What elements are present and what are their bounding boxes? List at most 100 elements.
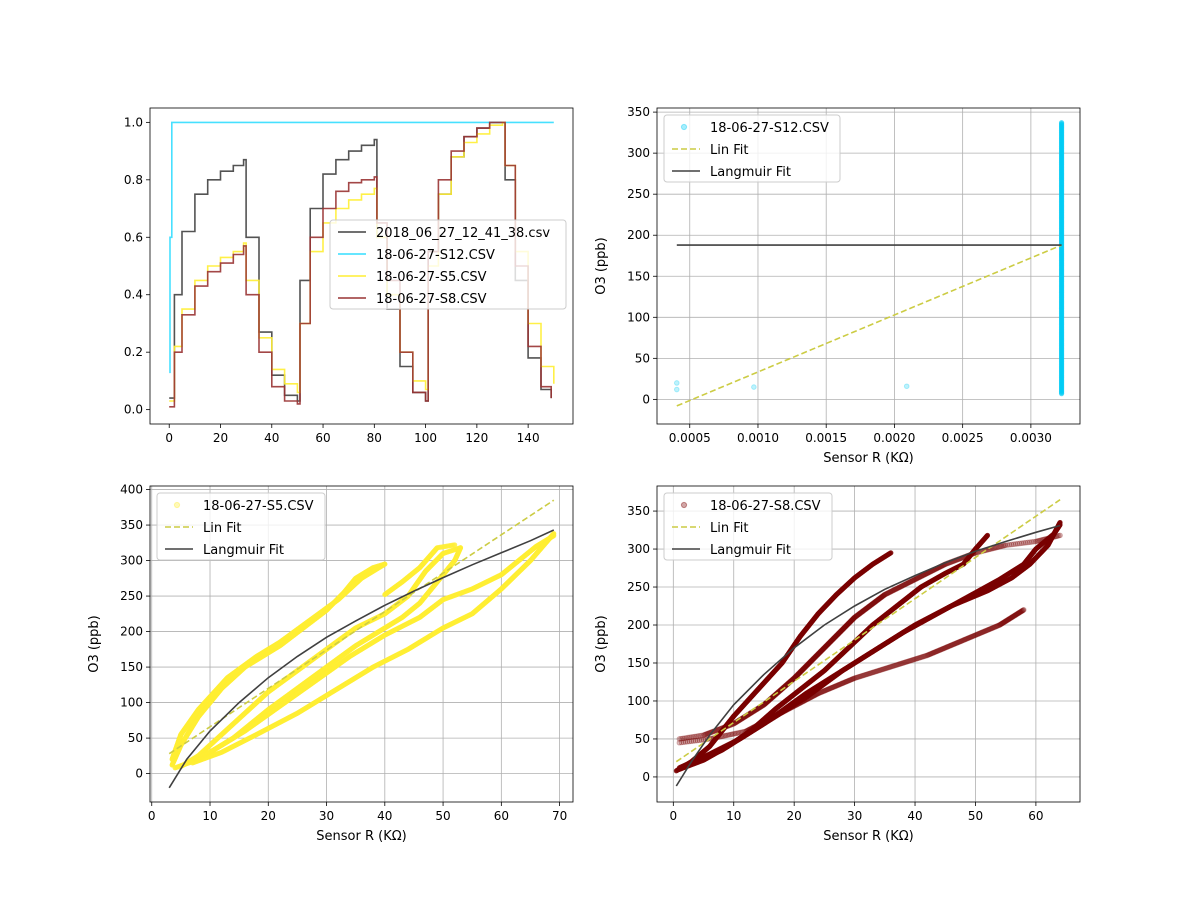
legend: 2018_06_27_12_41_38.csv 18-06-27-S12.CSV 1… bbox=[329, 219, 567, 310]
y-tick-label: 0.6 bbox=[124, 230, 143, 244]
x-tick-label: 70 bbox=[552, 809, 567, 823]
series-line bbox=[169, 121, 552, 408]
legend-frame bbox=[329, 219, 567, 310]
x-tick-label: 20 bbox=[261, 809, 276, 823]
y-tick-label: 100 bbox=[627, 694, 650, 708]
x-tick-label: 0.0025 bbox=[942, 431, 984, 445]
x-tick-label: 140 bbox=[517, 431, 540, 445]
axes-frame bbox=[149, 107, 574, 425]
data-point bbox=[452, 542, 458, 548]
x-tick-label: 50 bbox=[968, 809, 983, 823]
legend: 18-06-27-S5.CSV Lin Fit Langmuir Fit bbox=[156, 492, 326, 561]
y-tick-label: 350 bbox=[627, 504, 650, 518]
y-axis-label: O3 (ppb) bbox=[594, 615, 609, 673]
y-tick-label: 50 bbox=[128, 731, 143, 745]
data-trace bbox=[169, 561, 388, 762]
data-trace bbox=[169, 561, 388, 768]
x-tick-label: 20 bbox=[787, 809, 802, 823]
subplot-1: 0 20 40 60 80 100 120 1400.00.20.40.60.81.02018… bbox=[124, 107, 574, 445]
x-tick-label: 30 bbox=[319, 809, 334, 823]
x-axis-label: Sensor R (KΩ) bbox=[316, 829, 406, 844]
y-tick-label: 250 bbox=[627, 187, 650, 201]
x-axis-label: Sensor R (KΩ) bbox=[823, 829, 913, 844]
y-tick-label: 300 bbox=[120, 554, 143, 568]
x-tick-label: 120 bbox=[465, 431, 488, 445]
legend-marker bbox=[680, 123, 688, 131]
x-tick-label: 10 bbox=[726, 809, 741, 823]
y-tick-label: 100 bbox=[120, 696, 143, 710]
subplot-4: 0 10 20 30 40 50 60050100150200250300350Sensor… bbox=[594, 485, 1081, 844]
x-tick-label: 0 bbox=[165, 431, 173, 445]
data-point bbox=[1058, 120, 1065, 126]
y-tick-label: 200 bbox=[627, 618, 650, 632]
x-axis-label: Sensor R (KΩ) bbox=[823, 451, 913, 466]
x-tick-label: 0.0005 bbox=[669, 431, 711, 445]
y-tick-label: 0.8 bbox=[124, 173, 143, 187]
axes-frame bbox=[656, 107, 1081, 425]
legend-label: Lin Fit bbox=[203, 521, 241, 536]
y-tick-label: 200 bbox=[627, 228, 650, 242]
x-tick-label: 80 bbox=[367, 431, 382, 445]
subplot-3: 0 10 20 30 40 50 60 70050100150200250300350400S… bbox=[87, 483, 574, 844]
legend-label: 18-06-27-S5.CSV bbox=[203, 499, 314, 514]
y-tick-label: 350 bbox=[120, 518, 143, 532]
y-tick-label: 400 bbox=[120, 483, 143, 497]
x-tick-label: 10 bbox=[202, 809, 217, 823]
legend-label: 18-06-27-S12.CSV bbox=[710, 121, 829, 136]
y-axis-label: O3 (ppb) bbox=[87, 615, 102, 673]
y-tick-label: 0 bbox=[642, 770, 650, 784]
x-tick-label: 60 bbox=[315, 431, 330, 445]
x-tick-label: 60 bbox=[1028, 809, 1043, 823]
x-tick-label: 30 bbox=[847, 809, 862, 823]
y-tick-label: 300 bbox=[627, 146, 650, 160]
y-tick-label: 150 bbox=[627, 656, 650, 670]
lin-fit-line bbox=[676, 244, 1062, 407]
x-tick-label: 0.0030 bbox=[1010, 431, 1052, 445]
data-point bbox=[382, 561, 388, 567]
data-point bbox=[551, 531, 557, 537]
legend-label: Langmuir Fit bbox=[203, 543, 284, 558]
y-tick-label: 350 bbox=[627, 105, 650, 119]
x-tick-label: 40 bbox=[377, 809, 392, 823]
x-tick-label: 0 bbox=[669, 809, 677, 823]
y-tick-label: 50 bbox=[635, 732, 650, 746]
data-point bbox=[458, 545, 464, 551]
y-tick-label: 50 bbox=[635, 351, 650, 365]
plot-area bbox=[169, 121, 555, 408]
x-tick-label: 100 bbox=[414, 431, 437, 445]
legend-label: Langmuir Fit bbox=[710, 165, 791, 180]
x-tick-label: 40 bbox=[907, 809, 922, 823]
x-tick-label: 50 bbox=[435, 809, 450, 823]
legend-label: 18-06-27-S8.CSV bbox=[376, 292, 487, 307]
x-tick-label: 0.0015 bbox=[805, 431, 847, 445]
plot-area bbox=[673, 120, 1065, 407]
series-line bbox=[169, 121, 554, 374]
y-tick-label: 200 bbox=[120, 625, 143, 639]
legend-label: Lin Fit bbox=[710, 143, 748, 158]
legend-label: 18-06-27-S5.CSV bbox=[376, 270, 487, 285]
y-tick-label: 1.0 bbox=[124, 115, 143, 129]
y-tick-label: 0.2 bbox=[124, 345, 143, 359]
x-tick-label: 40 bbox=[264, 431, 279, 445]
legend: 18-06-27-S12.CSV Lin Fit Langmuir Fit bbox=[663, 114, 841, 183]
legend-frame bbox=[663, 114, 841, 183]
legend-label: 18-06-27-S12.CSV bbox=[376, 248, 495, 263]
x-tick-label: 0.0010 bbox=[737, 431, 779, 445]
x-tick-label: 20 bbox=[213, 431, 228, 445]
y-tick-label: 0 bbox=[135, 767, 143, 781]
data-point bbox=[903, 383, 910, 390]
y-axis-label: O3 (ppb) bbox=[594, 237, 609, 295]
x-tick-label: 60 bbox=[494, 809, 509, 823]
x-tick-label: 0 bbox=[148, 809, 156, 823]
subplot-2: 0.0005 0.0010 0.0015 0.0020 0.0025 0.00300501… bbox=[594, 105, 1081, 466]
legend-marker bbox=[173, 501, 181, 509]
data-point bbox=[751, 384, 757, 390]
y-tick-label: 0.4 bbox=[124, 288, 143, 302]
y-tick-label: 250 bbox=[120, 589, 143, 603]
y-tick-label: 100 bbox=[627, 310, 650, 324]
y-tick-label: 0 bbox=[642, 392, 650, 406]
data-point bbox=[673, 380, 680, 386]
legend-label: 2018_06_27_12_41_38.csv bbox=[376, 226, 550, 241]
data-point bbox=[673, 386, 680, 393]
